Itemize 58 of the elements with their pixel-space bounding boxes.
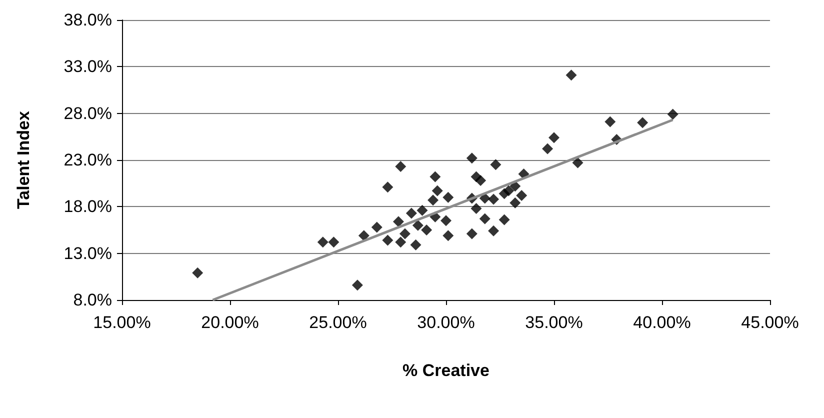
- point: [410, 239, 422, 250]
- x-tick-label: 15.00%: [93, 313, 151, 332]
- x-tick-label: 40.00%: [633, 313, 691, 332]
- y-axis-title: Talent Index: [14, 110, 33, 209]
- point: [358, 230, 370, 242]
- x-axis-title: % Creative: [402, 361, 490, 380]
- x-tick-label: 20.00%: [201, 313, 259, 332]
- point: [406, 208, 417, 219]
- point: [395, 236, 406, 248]
- point: [395, 161, 406, 172]
- point: [382, 182, 394, 193]
- point: [498, 214, 510, 226]
- y-tick-label: 18.0%: [64, 197, 112, 216]
- point: [604, 116, 616, 128]
- point: [488, 225, 500, 236]
- point: [412, 220, 424, 231]
- point: [442, 192, 454, 203]
- point: [510, 197, 521, 208]
- point: [392, 216, 404, 228]
- point: [542, 143, 554, 154]
- y-tick-label: 28.0%: [64, 104, 112, 123]
- point: [192, 267, 204, 278]
- point: [488, 194, 500, 205]
- y-tick-label: 33.0%: [64, 57, 112, 76]
- point: [475, 175, 486, 186]
- point: [382, 234, 394, 246]
- point: [371, 222, 382, 233]
- point: [479, 213, 490, 224]
- x-tick-label: 35.00%: [525, 313, 583, 332]
- y-tick-label: 8.0%: [73, 290, 112, 310]
- point: [399, 228, 410, 240]
- x-tick-label: 30.00%: [417, 313, 475, 332]
- y-tick-label: 38.0%: [64, 10, 112, 30]
- point: [442, 230, 454, 242]
- point: [572, 157, 584, 168]
- point: [470, 203, 482, 214]
- point: [317, 236, 328, 248]
- y-tick-label: 13.0%: [64, 244, 112, 263]
- point: [440, 215, 452, 226]
- point: [428, 194, 439, 206]
- point: [466, 152, 478, 164]
- point: [516, 190, 528, 201]
- point: [416, 204, 428, 216]
- y-tick-label: 23.0%: [64, 150, 112, 170]
- point: [352, 280, 363, 291]
- point: [490, 159, 502, 170]
- point: [667, 108, 678, 120]
- point: [432, 185, 443, 196]
- point: [548, 132, 560, 144]
- point: [637, 117, 648, 128]
- point: [430, 171, 441, 182]
- x-tick-label: 25.00%: [309, 313, 367, 332]
- point: [421, 224, 432, 236]
- point: [566, 70, 577, 81]
- point: [503, 185, 514, 196]
- point: [466, 228, 478, 240]
- x-tick-label: 45.00%: [741, 313, 799, 332]
- point: [328, 236, 340, 248]
